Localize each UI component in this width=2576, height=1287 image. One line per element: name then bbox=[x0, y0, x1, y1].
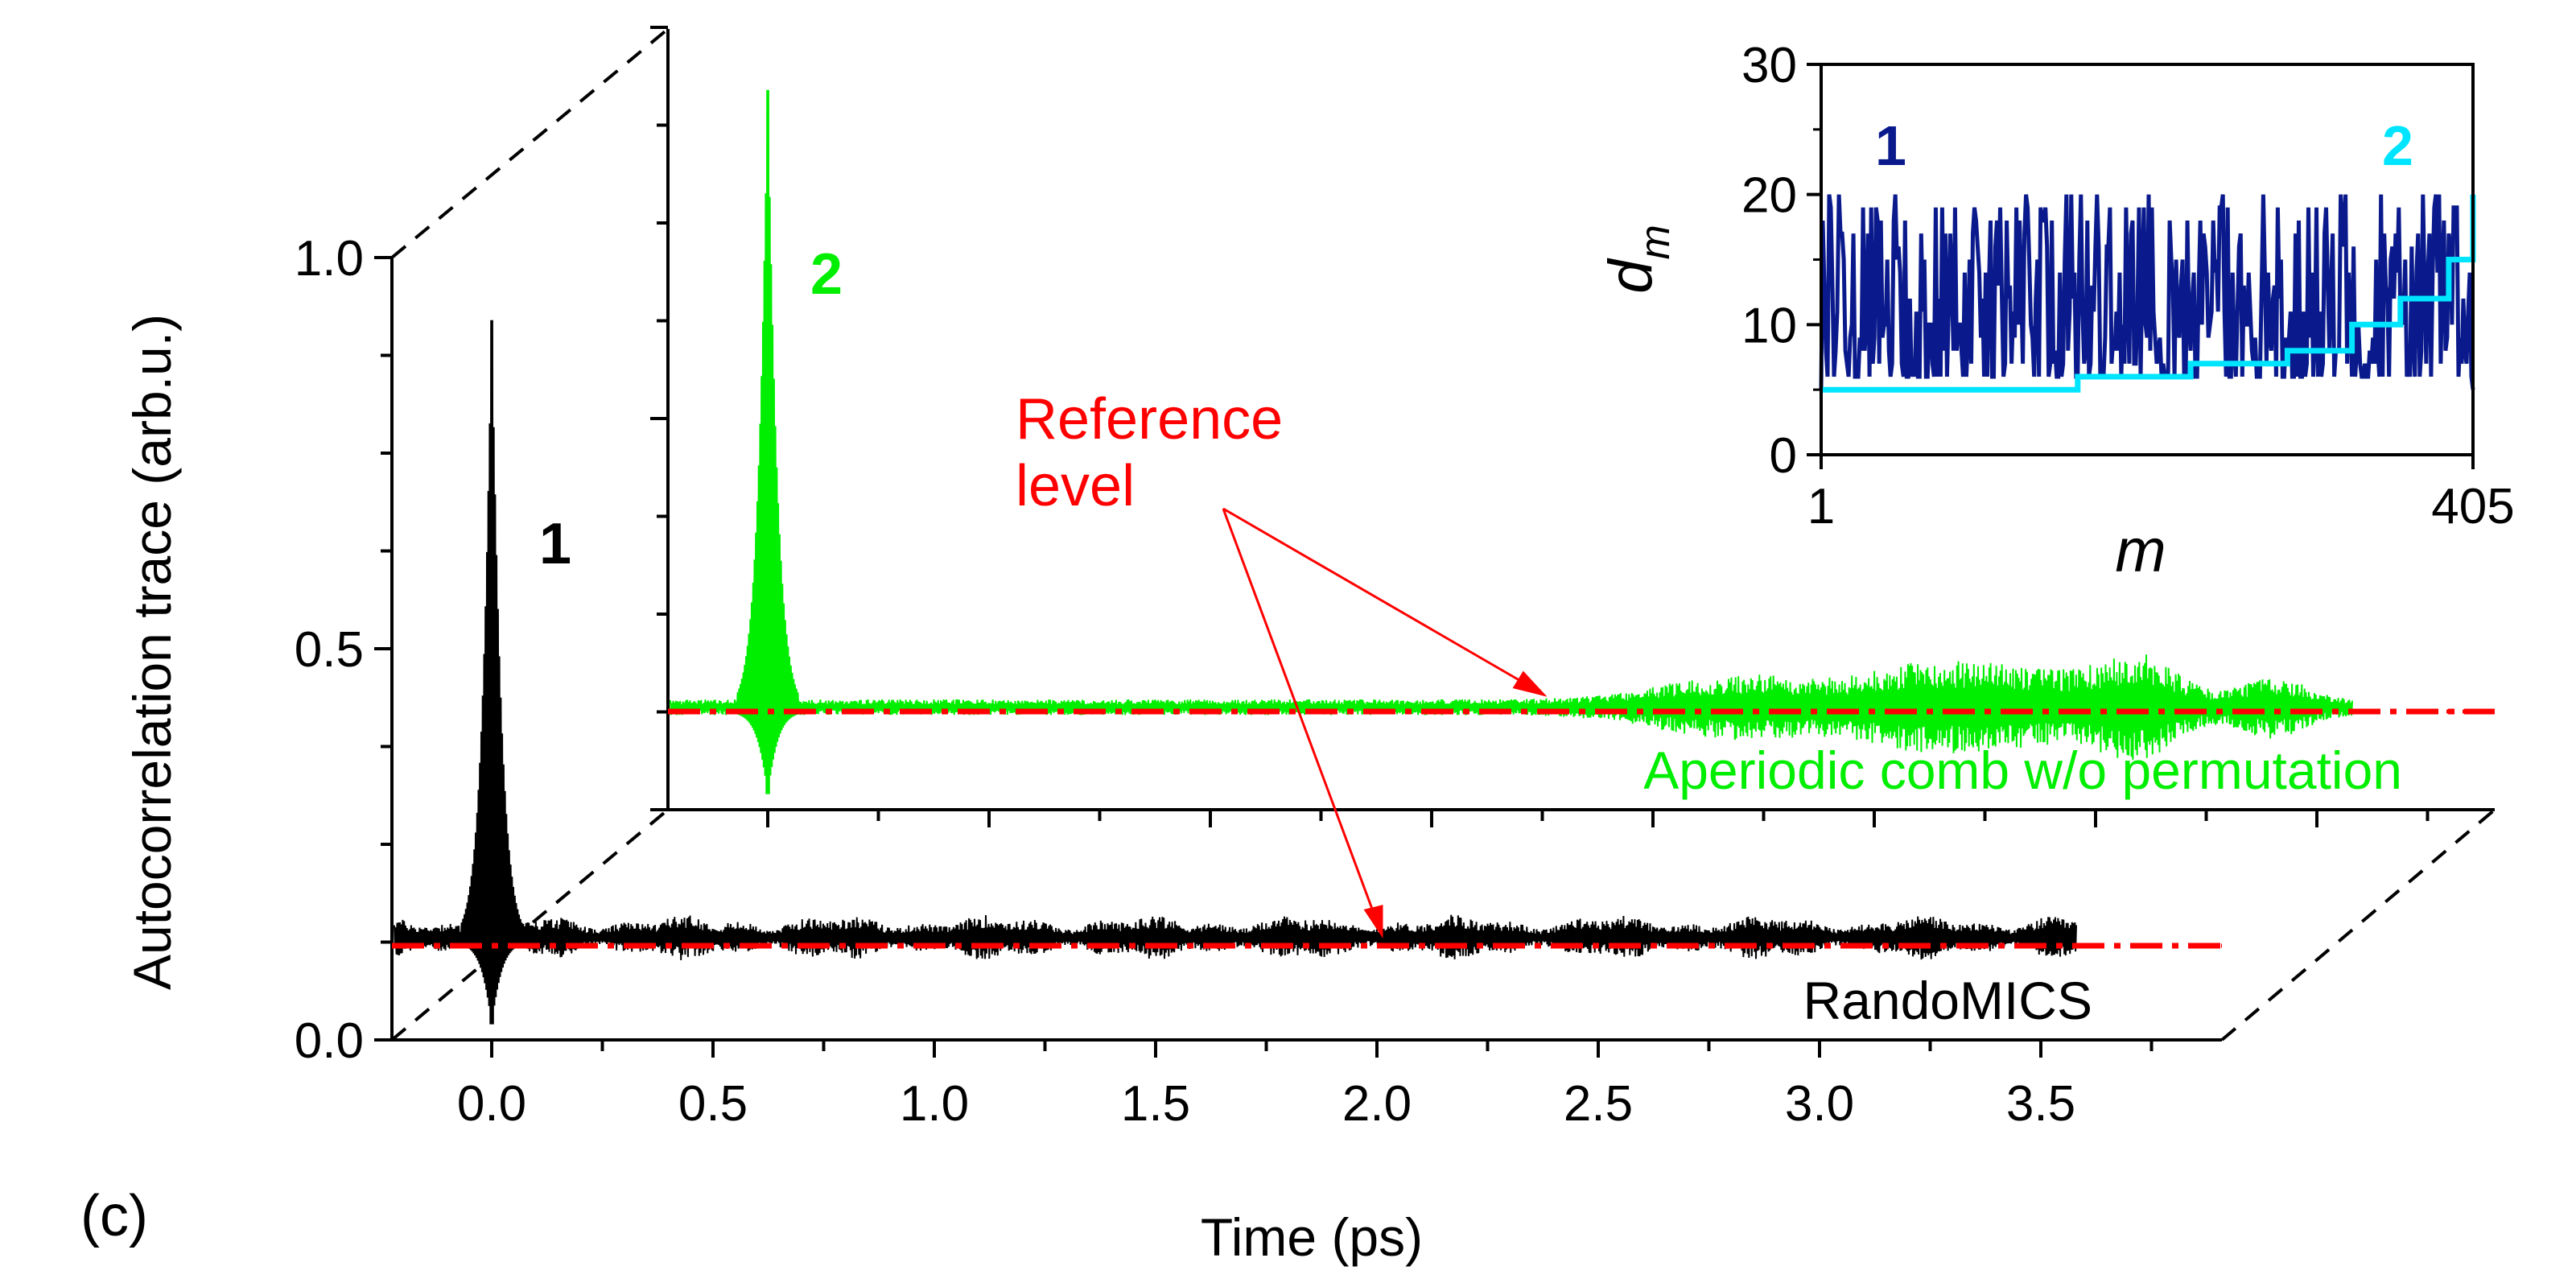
y-tick-label: 0.5 bbox=[295, 622, 364, 678]
x-tick-label: 3.0 bbox=[1785, 1076, 1854, 1132]
x-tick-label: 0.5 bbox=[678, 1076, 748, 1132]
inset-axis-ticks: 0 10 20 30 1 405 bbox=[1741, 38, 2515, 534]
x-tick-label: 0.0 bbox=[457, 1076, 526, 1132]
inset-series-1 bbox=[1819, 194, 2475, 390]
inset-x-tick-label: 1 bbox=[1807, 479, 1835, 534]
panel-label: (c) bbox=[80, 1184, 148, 1248]
inset-x-axis-title: m bbox=[2115, 517, 2166, 585]
trace-line bbox=[394, 320, 2077, 1025]
inset-y-tick-label: 0 bbox=[1770, 428, 1797, 484]
series-1-label: 1 bbox=[539, 512, 571, 576]
inset-y-tick-label: 20 bbox=[1741, 168, 1797, 224]
back-axis-ticks bbox=[650, 26, 2430, 827]
x-axis-title: Time (ps) bbox=[1201, 1207, 1423, 1267]
reference-label-line1: Reference bbox=[1016, 387, 1283, 452]
inset-y-tick-label: 10 bbox=[1741, 298, 1797, 353]
trace-2-aperiodic bbox=[670, 89, 2353, 794]
inset-y-tick-label: 30 bbox=[1741, 38, 1797, 93]
svg-text:dm: dm bbox=[1597, 225, 1679, 294]
inset-series-1-label: 1 bbox=[1875, 114, 1906, 177]
x-tick-label: 2.5 bbox=[1564, 1076, 1633, 1132]
y-tick-label: 0.0 bbox=[295, 1013, 364, 1069]
y-axis-title: Autocorrelation trace (arb.u.) bbox=[122, 314, 182, 990]
series-2-name: Aperiodic comb w/o permutation bbox=[1643, 740, 2402, 800]
x-tick-label: 2.0 bbox=[1342, 1076, 1412, 1132]
inset-y-axis-title-sub: m bbox=[1632, 225, 1679, 259]
reference-arrows bbox=[1222, 507, 1548, 938]
y-tick-label: 1.0 bbox=[295, 231, 364, 287]
front-axis-ticks: 0.0 0.5 1.0 1.5 2.0 2.5 3.0 3.5 0.0 0.5 1.0 bbox=[295, 231, 2154, 1132]
reference-label-line2: level bbox=[1016, 454, 1135, 518]
trace-line bbox=[670, 89, 2353, 794]
x-tick-label: 1.5 bbox=[1121, 1076, 1190, 1132]
inset-y-axis-title-main: d bbox=[1597, 258, 1665, 294]
series-2-label: 2 bbox=[810, 242, 843, 307]
inset-x-tick-label: 405 bbox=[2431, 479, 2514, 534]
inset-series-2-line bbox=[1821, 194, 2476, 393]
inset-y-axis-title: dm bbox=[1597, 225, 1679, 294]
x-tick-label: 3.5 bbox=[2006, 1076, 2075, 1132]
x-tick-label: 1.0 bbox=[900, 1076, 969, 1132]
inset-series-2-label: 2 bbox=[2382, 114, 2413, 177]
inset-series-2 bbox=[1821, 194, 2476, 393]
series-1-name: RandoMICS bbox=[1803, 971, 2093, 1030]
inset-series-1-line bbox=[1819, 194, 2475, 390]
trace-1-randomics bbox=[394, 320, 2077, 1025]
